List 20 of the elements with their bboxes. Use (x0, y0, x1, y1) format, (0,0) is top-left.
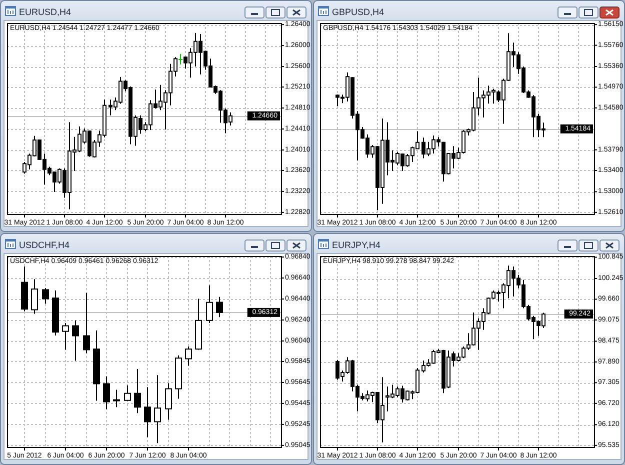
candlestick (165, 382, 172, 420)
candlestick (103, 376, 110, 410)
candlestick (83, 292, 90, 354)
chart-title: GBPUSD,H4 (332, 7, 384, 17)
candlestick (178, 53, 183, 65)
candlestick (154, 374, 161, 444)
candlestick (42, 288, 49, 304)
chart-title: USDCHF,H4 (19, 240, 70, 250)
candlestick (72, 320, 79, 362)
candlestick (216, 296, 223, 318)
candlestick (113, 389, 120, 408)
candlestick (62, 322, 69, 350)
chart-title: EURUSD,H4 (19, 7, 72, 17)
candlestick (144, 386, 151, 438)
candlestick (31, 278, 38, 314)
chart-title: EURJPY,H4 (332, 240, 380, 250)
candlestick (134, 368, 141, 414)
candlestick (185, 346, 192, 366)
candlestick (124, 384, 131, 402)
candlestick (206, 284, 213, 324)
